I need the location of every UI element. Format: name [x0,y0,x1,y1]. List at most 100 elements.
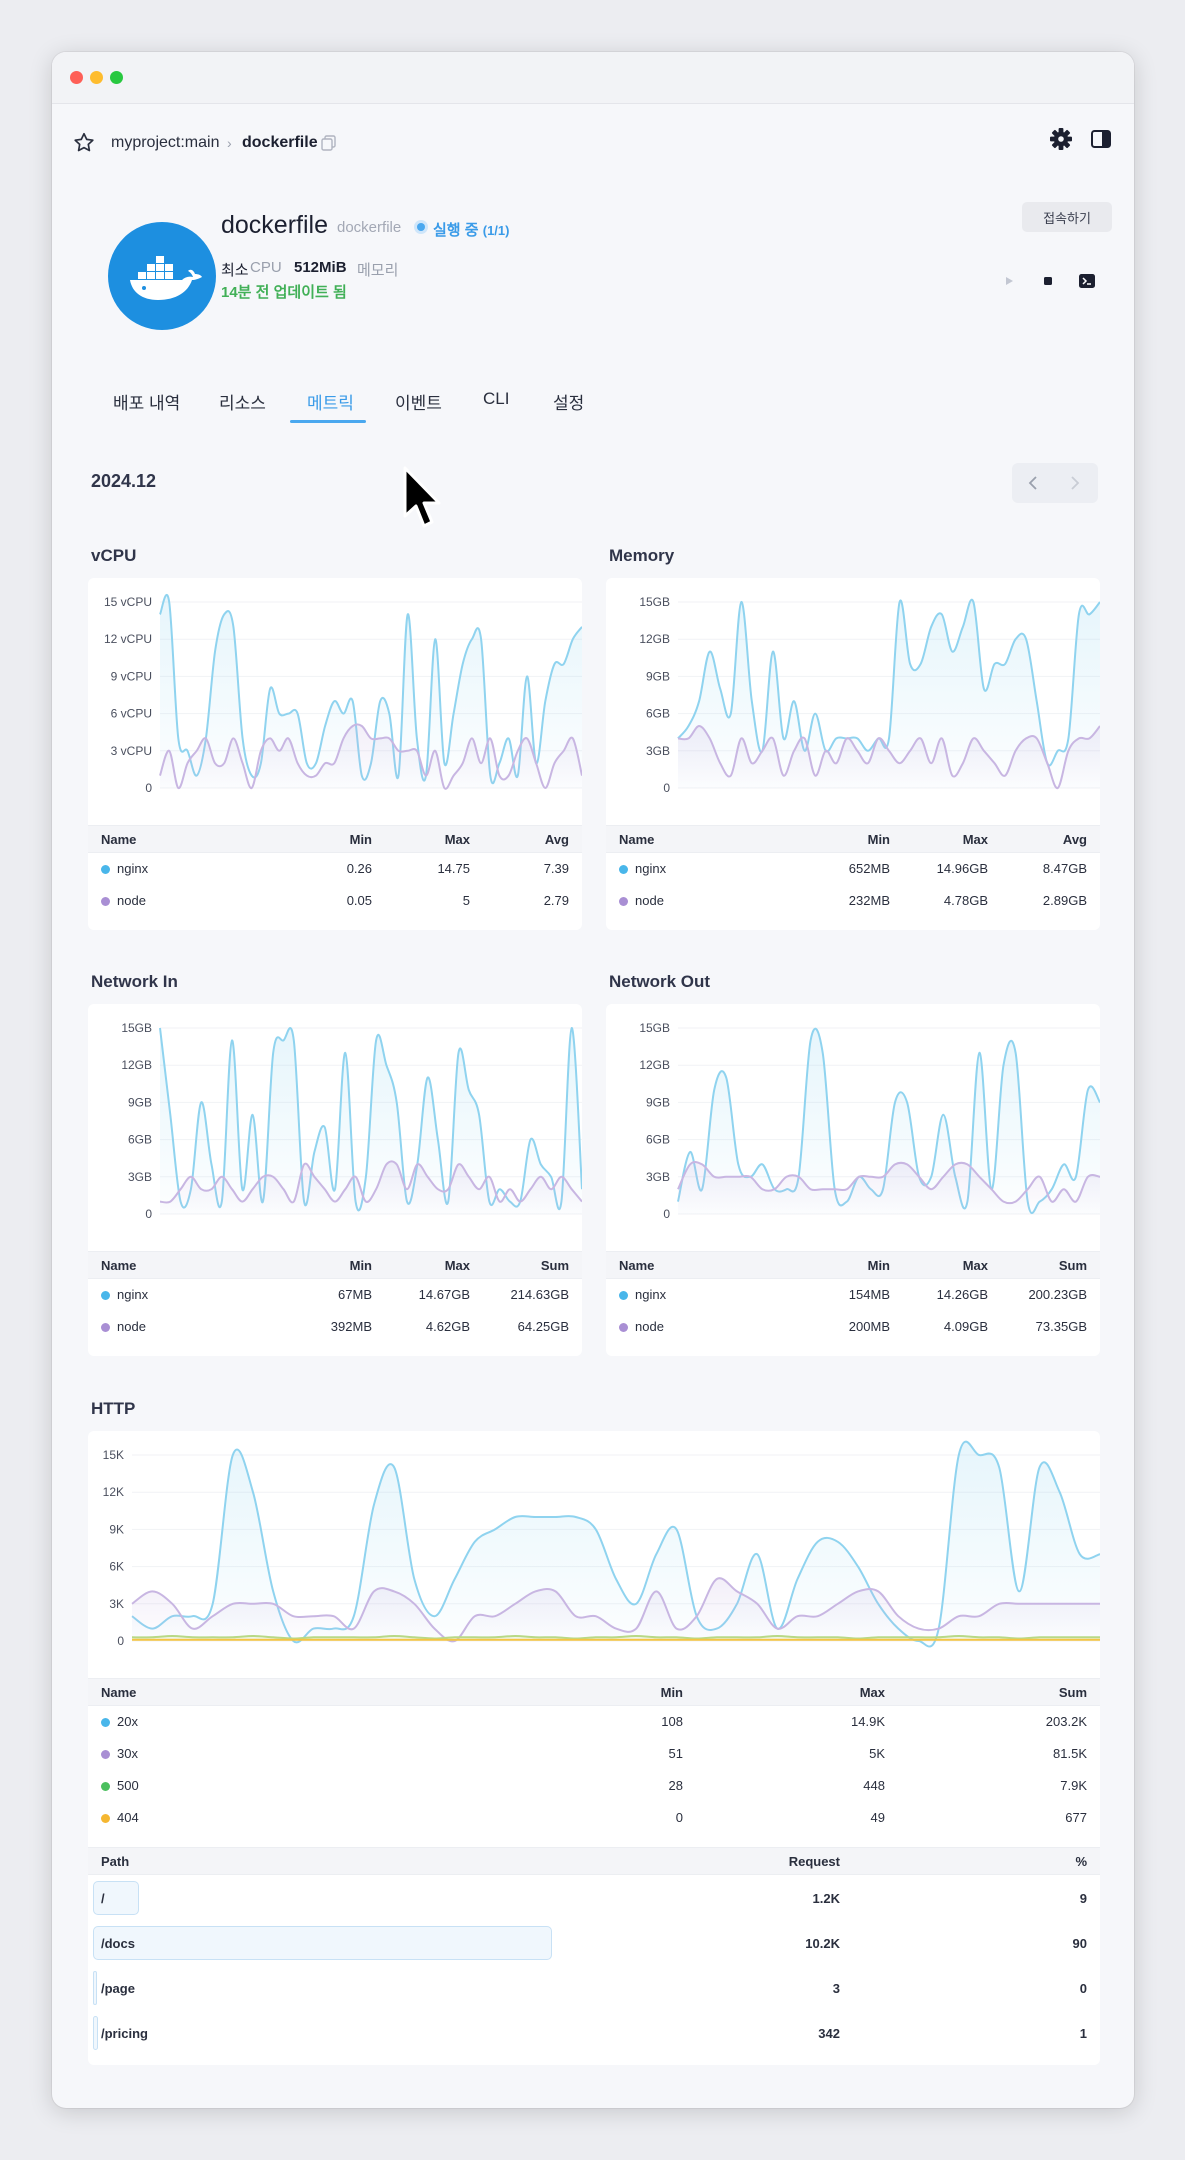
service-header: dockerfile dockerfile 실행 중 (1/1) 최소 CPU … [52,184,1134,380]
share-bar [93,1926,552,1960]
max-value: 5 [462,893,470,908]
col-min: Min [349,1258,372,1273]
max-value: 4.78GB [943,893,988,908]
active-tab-indicator [290,420,366,423]
y-tick-label: 0 [663,1207,670,1221]
path-row[interactable]: /docs 10.2K 90 [88,1922,1100,1967]
path-row[interactable]: / 1.2K 9 [88,1877,1100,1922]
tab-settings[interactable]: 설정 [553,394,585,413]
table-row: nginx 67MB 14.67GB 214.63GB [88,1279,582,1311]
app-window: myproject:main › dockerfile [52,52,1134,2108]
sum-value: 677 [1065,1810,1087,1825]
col-name: Name [101,1258,137,1273]
series-area-node [160,724,582,789]
table-header: Name Min Max Sum [88,1251,582,1279]
legend-swatch [101,1291,110,1300]
series-line-nginx [159,593,582,785]
tab-cli[interactable]: CLI [483,389,510,408]
legend-swatch [101,865,110,874]
min-value: 0.05 [346,893,372,908]
series-label: 404 [117,1810,139,1825]
col-sum: Sum [1058,1685,1087,1700]
sum-value: 7.9K [1060,1778,1087,1793]
tab-metrics[interactable]: 메트릭 [307,394,354,413]
chevron-left-icon [1028,476,1037,490]
series-name: node [101,893,146,908]
path-row[interactable]: /pricing 342 1 [88,2012,1100,2057]
legend-swatch [101,1814,110,1823]
min-value: 0.26 [346,861,372,876]
y-tick-label: 3GB [646,744,670,758]
minimize-window-button[interactable] [90,71,103,84]
series-label: node [117,1319,146,1334]
service-subtitle: dockerfile [337,219,402,236]
path-row[interactable]: /page 3 0 [88,1967,1100,2012]
tab-deployments[interactable]: 배포 내역 [113,394,181,413]
series-area-nginx [678,599,1100,788]
col-max: Max [859,1685,885,1700]
date-label: 2024.12 [91,471,157,491]
http-title: HTTP [91,1399,136,1418]
y-tick-label: 9GB [646,669,670,683]
star-icon[interactable] [72,131,96,155]
memory-chart: 15GB 12GB 9GB 6GB 3GB 0 [639,595,1100,795]
legend-swatch [101,1782,110,1791]
next-month-button[interactable] [1064,473,1084,493]
legend-swatch [101,1750,110,1759]
copy-icon[interactable] [320,134,338,152]
vcpu-title: vCPU [91,546,137,565]
series-label: node [635,893,664,908]
col-request: Request [788,1854,840,1869]
series-label: 20x [117,1714,138,1729]
y-tick-label: 9 vCPU [111,669,152,683]
y-tick-label: 9GB [646,1095,670,1109]
date-pager [1012,463,1098,503]
series-name: nginx [619,861,666,876]
sum-value: 64.25GB [517,1319,569,1334]
prev-month-button[interactable] [1024,473,1044,493]
tab-events[interactable]: 이벤트 [395,394,442,413]
connect-button[interactable]: 접속하기 [1022,202,1112,232]
max-value: 4.09GB [943,1319,988,1334]
series-line-500 [131,1634,1100,1640]
col-sum: Sum [1058,1258,1087,1273]
mouse-cursor-icon [403,466,441,528]
gear-icon[interactable] [1048,126,1074,152]
start-button[interactable] [998,270,1020,292]
y-tick-label: 0 [145,781,152,795]
max-value: 14.96GB [936,861,988,876]
legend-swatch [619,897,628,906]
breadcrumb-project[interactable]: myproject:main [111,134,220,151]
series-line-node [677,1161,1100,1205]
zoom-window-button[interactable] [110,71,123,84]
min-value: 232MB [848,893,890,908]
y-tick-label: 15GB [639,1021,670,1035]
breadcrumb-service[interactable]: dockerfile [242,134,318,151]
series-name: 20x [101,1714,138,1729]
breadcrumb-separator: › [227,135,232,151]
y-tick-label: 15GB [639,595,670,609]
avg-value: 8.47GB [1042,861,1087,876]
tab-resources[interactable]: 리소스 [219,394,266,413]
y-tick-label: 15GB [121,1021,152,1035]
path-label: /page [101,1981,135,1996]
sidebar-toggle-icon[interactable] [1090,128,1112,150]
series-label: node [635,1319,664,1334]
y-tick-label: 12K [103,1485,124,1499]
col-sum: Sum [540,1258,569,1273]
table-row: 30x 51 5K 81.5K [88,1738,1100,1770]
percent-value: 0 [1079,1981,1087,1996]
legend-swatch [619,1323,628,1332]
series-name: node [101,1319,146,1334]
y-tick-label: 12GB [121,1058,152,1072]
min-value: 392MB [330,1319,372,1334]
terminal-button[interactable] [1076,270,1098,292]
stop-button[interactable] [1037,270,1059,292]
table-header: Name Min Max Avg [88,825,582,853]
col-path: Path [101,1854,130,1869]
y-tick-label: 3K [109,1597,124,1611]
col-avg: Avg [544,832,569,847]
close-window-button[interactable] [70,71,83,84]
http-chart: 15K 12K 9K 6K 3K 0 [103,1440,1100,1648]
play-icon [1006,277,1013,285]
